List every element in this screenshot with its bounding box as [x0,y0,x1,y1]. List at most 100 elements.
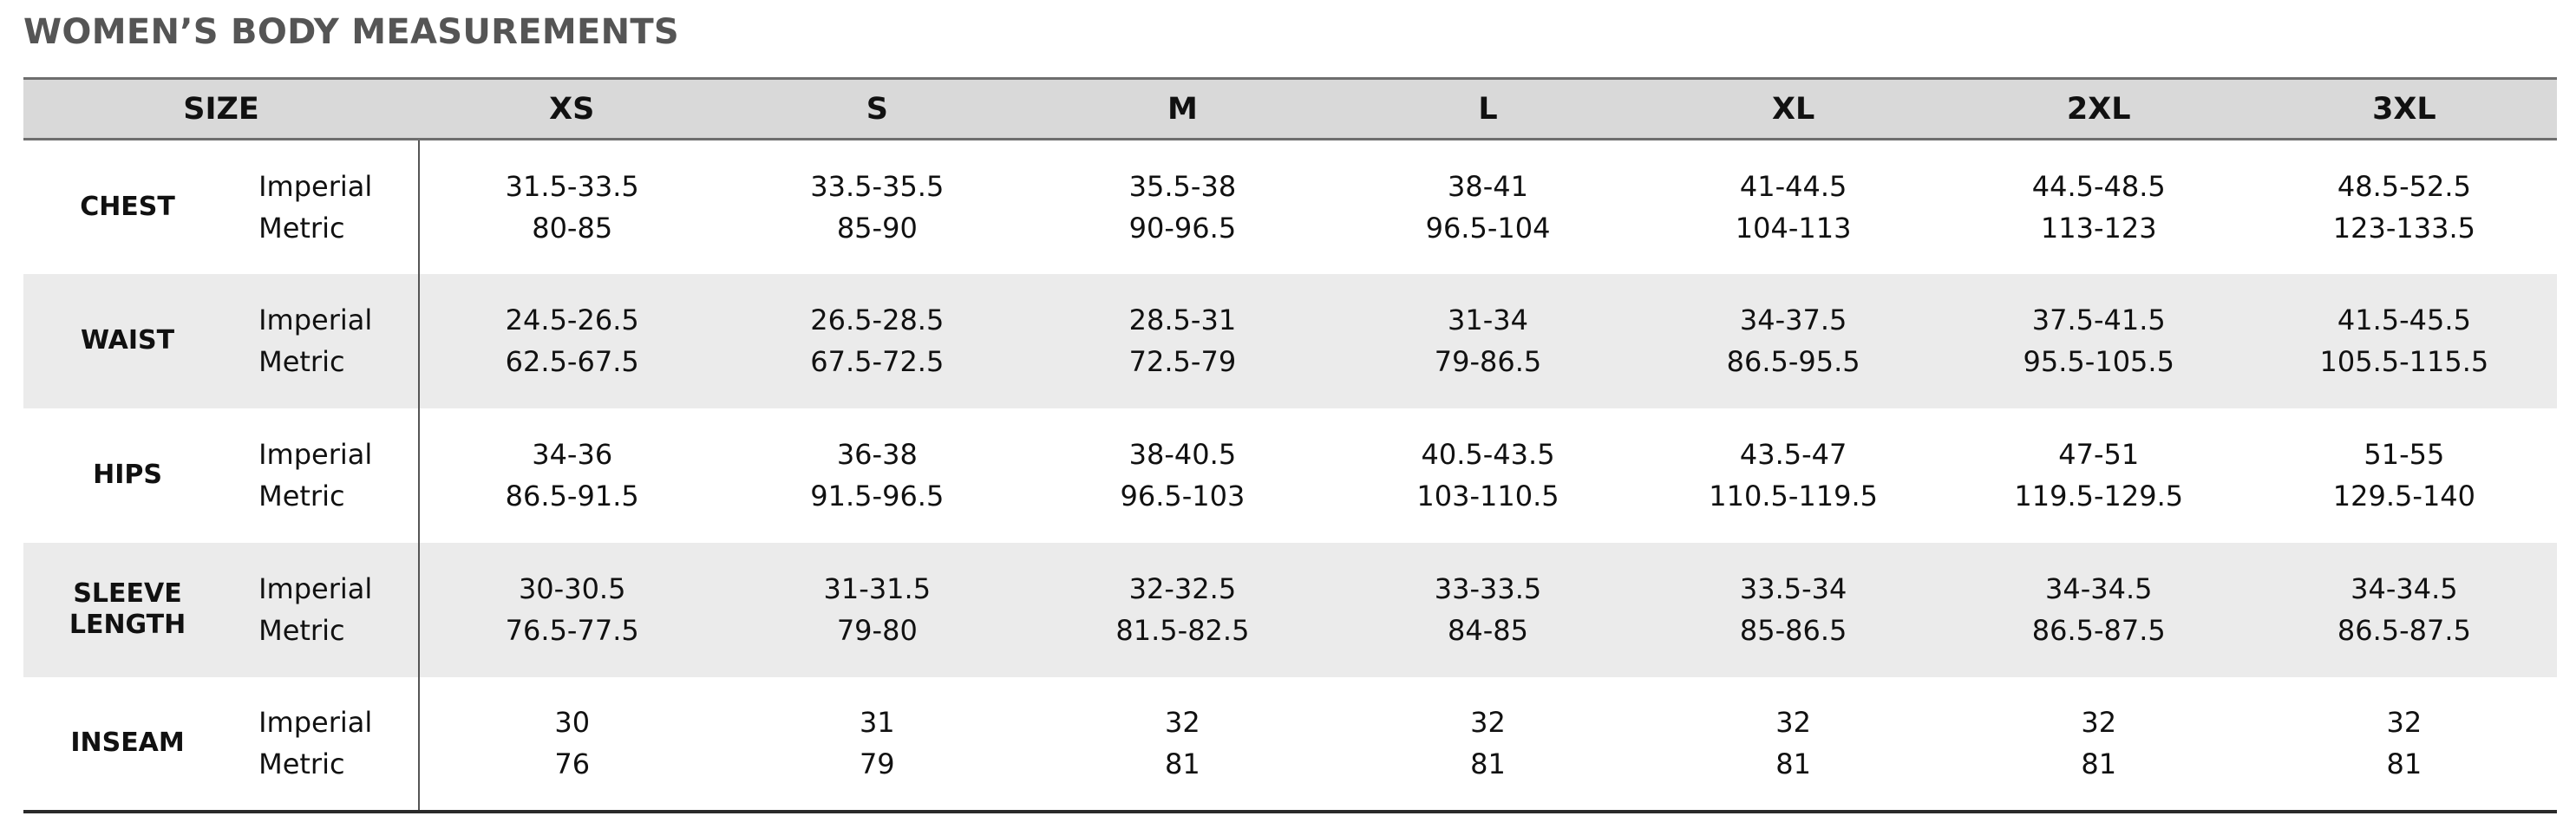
unit-imperial-label: Imperial [258,169,373,203]
imperial-value: 26.5-28.5 [810,304,945,336]
table-cell: 41-44.5 104-113 [1641,140,1946,274]
unit-metric-label: Metric [258,211,345,245]
size-header-xl: XL [1640,77,1946,140]
table-header-row: SIZE XS S M L XL 2XL 3XL [23,77,2557,140]
table-cell: 44.5-48.5 113-123 [1946,140,2252,274]
imperial-value: 33.5-34 [1739,572,1847,605]
table-cell: 47-51 119.5-129.5 [1946,408,2252,543]
metric-value: 67.5-72.5 [810,345,945,378]
metric-value: 81 [1470,747,1506,780]
metric-value: 113-123 [2040,211,2157,245]
imperial-value: 34-37.5 [1739,304,1847,336]
unit-imperial-label: Imperial [258,304,373,336]
imperial-value: 41-44.5 [1739,169,1847,203]
imperial-value: 41.5-45.5 [2337,304,2471,336]
table-cell: 38-41 96.5-104 [1335,140,1640,274]
size-header-s: S [724,77,1030,140]
table-cell: 28.5-31 72.5-79 [1030,274,1335,408]
table-cell: 35.5-38 90-96.5 [1030,140,1335,274]
table-cell: 33.5-34 85-86.5 [1641,543,1946,677]
table-cell: 31 79 [724,676,1030,813]
metric-value: 86.5-95.5 [1726,345,1860,378]
unit-labels: Imperial Metric [232,408,421,543]
imperial-value: 38-41 [1448,169,1529,203]
table-cell: 38-40.5 96.5-103 [1030,408,1335,543]
metric-value: 62.5-67.5 [505,345,639,378]
imperial-value: 36-38 [836,438,918,471]
table-cell: 40.5-43.5 103-110.5 [1335,408,1640,543]
imperial-value: 31.5-33.5 [505,169,639,203]
metric-value: 81.5-82.5 [1115,614,1250,647]
imperial-value: 28.5-31 [1128,304,1237,336]
imperial-value: 38-40.5 [1128,438,1237,471]
metric-value: 84-85 [1448,614,1529,647]
metric-value: 81 [2386,747,2422,780]
table-cell: 24.5-26.5 62.5-67.5 [419,274,724,408]
unit-labels: Imperial Metric [232,542,421,677]
metric-value: 104-113 [1735,211,1852,245]
table-cell: 34-37.5 86.5-95.5 [1641,274,1946,408]
metric-value: 129.5-140 [2332,480,2476,512]
table-cell: 30-30.5 76.5-77.5 [419,543,724,677]
imperial-value: 31 [859,706,895,739]
table-cell: 31-31.5 79-80 [724,543,1030,677]
table-cell: 26.5-28.5 67.5-72.5 [724,274,1030,408]
unit-metric-label: Metric [258,480,345,512]
imperial-value: 30 [554,706,591,739]
imperial-value: 47-51 [2058,438,2140,471]
metric-value: 86.5-87.5 [2337,614,2471,647]
size-chart-table: SIZE XS S M L XL 2XL 3XL CHEST Imperial M… [23,77,2557,813]
table-row-chest: CHEST Imperial Metric 31.5-33.5 80-85 33.5… [23,139,2557,274]
imperial-value: 48.5-52.5 [2337,169,2471,203]
metric-value: 72.5-79 [1128,345,1237,378]
imperial-value: 33.5-35.5 [810,169,945,203]
imperial-value: 32-32.5 [1128,572,1237,605]
metric-value: 119.5-129.5 [2014,480,2184,512]
imperial-value: 43.5-47 [1739,438,1847,471]
table-cell: 32 81 [1335,676,1641,813]
table-row-sleeve-length: SLEEVE LENGTH Imperial Metric 30-30.5 76.5-… [23,542,2557,677]
unit-imperial-label: Imperial [258,438,373,471]
metric-value: 76.5-77.5 [505,614,639,647]
metric-value: 90-96.5 [1128,211,1237,245]
imperial-value: 31-34 [1448,304,1529,336]
imperial-value: 31-31.5 [823,572,932,605]
table-cell: 51-55 129.5-140 [2252,408,2557,543]
imperial-value: 40.5-43.5 [1421,438,1555,471]
imperial-value: 44.5-48.5 [2031,169,2166,203]
unit-imperial-label: Imperial [258,572,373,605]
unit-metric-label: Metric [258,345,345,378]
page-title: WOMEN’S BODY MEASUREMENTS [23,12,680,52]
table-row-inseam: INSEAM Imperial Metric 30 76 31 79 32 81 32 8… [23,676,2557,813]
table-cell: 32 81 [1945,676,2252,813]
table-cell: 33.5-35.5 85-90 [724,140,1030,274]
table-cell: 48.5-52.5 123-133.5 [2252,140,2557,274]
table-row-hips: HIPS Imperial Metric 34-36 86.5-91.5 36-38… [23,408,2557,543]
imperial-value: 37.5-41.5 [2031,304,2166,336]
metric-value: 96.5-104 [1425,211,1551,245]
size-header-l: L [1335,77,1641,140]
metric-value: 85-90 [836,211,918,245]
metric-value: 103-110.5 [1416,480,1559,512]
metric-value: 81 [1775,747,1811,780]
metric-value: 91.5-96.5 [810,480,945,512]
metric-value: 96.5-103 [1120,480,1246,512]
unit-labels: Imperial Metric [232,676,421,813]
unit-labels: Imperial Metric [232,273,421,408]
table-cell: 31-34 79-86.5 [1335,274,1640,408]
table-cell: 37.5-41.5 95.5-105.5 [1946,274,2252,408]
table-cell: 30 76 [419,676,725,813]
unit-metric-label: Metric [258,747,345,780]
table-cell: 31.5-33.5 80-85 [419,140,724,274]
row-label-inseam: INSEAM [23,676,232,813]
imperial-value: 34-34.5 [2044,572,2153,605]
metric-value: 86.5-87.5 [2031,614,2166,647]
table-cell: 32 81 [1640,676,1946,813]
imperial-value: 33-33.5 [1434,572,1542,605]
size-header-2xl: 2XL [1945,77,2252,140]
imperial-value: 35.5-38 [1128,169,1237,203]
table-cell: 32-32.5 81.5-82.5 [1030,543,1335,677]
table-cell: 41.5-45.5 105.5-115.5 [2252,274,2557,408]
imperial-value: 34-34.5 [2350,572,2458,605]
imperial-value: 32 [1165,706,1200,739]
